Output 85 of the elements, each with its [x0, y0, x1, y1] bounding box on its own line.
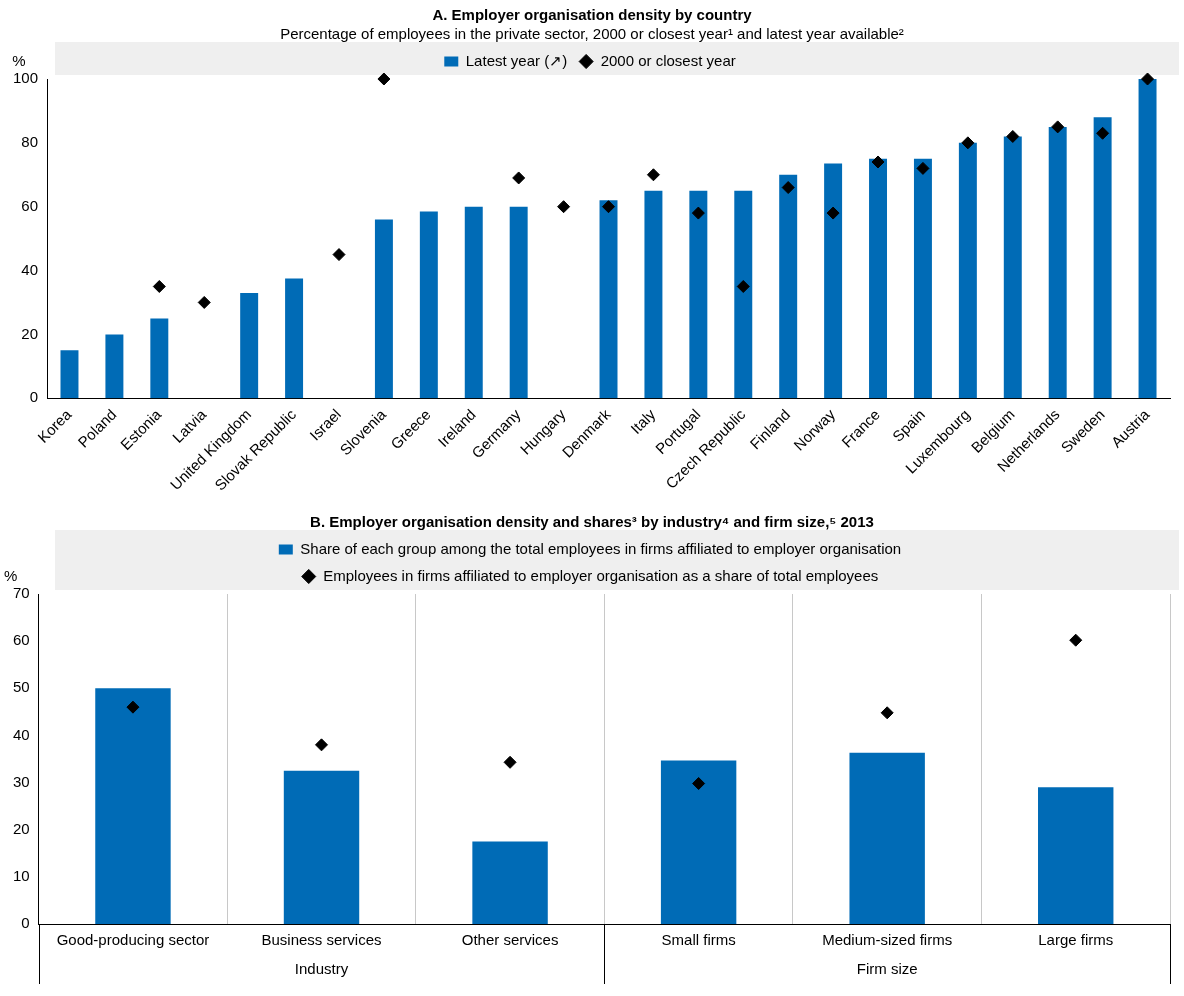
bar [285, 278, 304, 399]
point [332, 248, 346, 262]
bar [472, 841, 548, 924]
x-tick-label: Other services [461, 931, 559, 949]
bar [150, 318, 169, 399]
bar [824, 163, 843, 399]
text: Industry [294, 959, 349, 977]
chart-title: A. Employer organisation density by country [431, 6, 753, 23]
bar [1138, 79, 1157, 399]
y-tick-label: 100 [13, 69, 39, 87]
y-tick-label: 30 [13, 772, 30, 790]
bar [60, 350, 79, 399]
bar [419, 211, 438, 399]
point [152, 279, 166, 293]
chart-title: B. Employer organisation density and shares³ by industry⁴ and firm size,⁵ 2013 [309, 513, 875, 530]
bar [1038, 787, 1114, 924]
point [736, 279, 750, 293]
bar [958, 142, 977, 399]
x-tick-label: Medium-sized firms [822, 931, 953, 949]
point [126, 700, 140, 714]
point [512, 171, 526, 185]
bar [599, 200, 618, 399]
bar [240, 292, 259, 399]
point [691, 206, 705, 220]
y-axis-title: % [12, 51, 26, 69]
point [315, 738, 329, 752]
point [197, 295, 211, 309]
x-tick-label: Large firms [1038, 931, 1114, 949]
y-tick-label: 80 [21, 132, 39, 150]
legend-label: 2000 or closest year [600, 51, 736, 69]
point [377, 72, 391, 86]
y-tick-label: 0 [21, 914, 30, 932]
bar [95, 688, 171, 924]
legend-label: Employees in firms affiliated to employer organisation as a share of total employees [323, 566, 879, 584]
legend-label: Latest year (↗) [465, 51, 568, 69]
bar [464, 206, 483, 399]
bar [660, 760, 737, 924]
bar [869, 158, 888, 399]
bar [913, 158, 932, 399]
bar [689, 190, 708, 399]
bar [849, 752, 925, 924]
y-tick-label: 60 [21, 196, 39, 214]
point [557, 200, 571, 214]
point [826, 206, 840, 220]
point [1006, 129, 1020, 143]
bar [1093, 117, 1112, 399]
point [503, 755, 517, 769]
legend-label: Share of each group among the total employees in firms affiliated to employer organisation [300, 539, 902, 557]
bar [779, 174, 798, 399]
bar [105, 334, 124, 399]
point [916, 161, 930, 175]
y-tick-label: 60 [13, 631, 30, 649]
y-tick-label: 20 [21, 324, 39, 342]
y-tick-label: 10 [13, 867, 30, 884]
bar [374, 219, 393, 399]
y-tick-label: 0 [29, 388, 39, 406]
bar [1003, 136, 1022, 399]
point [961, 136, 975, 150]
point [1096, 126, 1110, 140]
y-tick-label: 40 [13, 725, 30, 743]
bar [1048, 126, 1067, 399]
y-tick-label: 50 [13, 678, 30, 696]
bar [734, 190, 753, 399]
y-axis-title: % [4, 566, 18, 584]
point [646, 168, 660, 182]
y-tick-label: 70 [13, 584, 30, 602]
point [781, 181, 795, 195]
x-tick-label: Italy [627, 405, 659, 438]
bar [283, 770, 360, 924]
point [1051, 120, 1065, 134]
y-tick-label: 40 [21, 260, 39, 278]
x-tick-label: Small firms [661, 931, 736, 949]
x-tick-label: Good-producing sector [56, 931, 210, 949]
point [1141, 72, 1155, 86]
chart-subtitle: Percentage of employees in the private sector, 2000 or closest year¹ and latest year available² [279, 25, 905, 42]
point [880, 706, 894, 720]
point [602, 200, 616, 214]
point [692, 777, 706, 791]
point [871, 155, 885, 169]
text: Firm size [856, 959, 918, 977]
bar [644, 190, 663, 399]
x-tick-label: Business services [261, 931, 382, 949]
point [1069, 633, 1083, 647]
bar [509, 206, 528, 399]
y-tick-label: 20 [13, 819, 30, 837]
